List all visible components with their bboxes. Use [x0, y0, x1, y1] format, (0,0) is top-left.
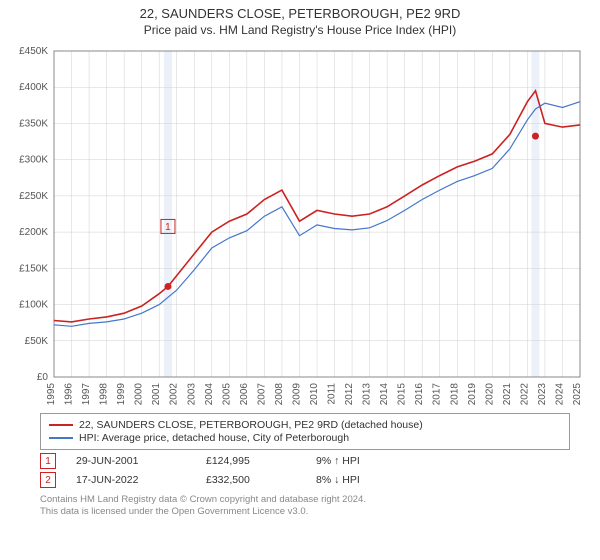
svg-text:2000: 2000 [134, 383, 145, 405]
svg-text:1998: 1998 [99, 383, 110, 405]
svg-text:2011: 2011 [327, 383, 338, 405]
transaction-date: 17-JUN-2022 [76, 474, 206, 486]
svg-text:£450K: £450K [19, 46, 48, 57]
svg-text:2010: 2010 [309, 383, 320, 405]
chart-container: 22, SAUNDERS CLOSE, PETERBOROUGH, PE2 9R… [0, 0, 600, 519]
transaction-delta: 9% ↑ HPI [316, 455, 360, 467]
svg-text:2003: 2003 [186, 383, 197, 405]
svg-text:£200K: £200K [19, 227, 48, 238]
svg-text:2008: 2008 [274, 383, 285, 405]
legend: 22, SAUNDERS CLOSE, PETERBOROUGH, PE2 9R… [40, 413, 570, 450]
svg-text:2012: 2012 [344, 383, 355, 405]
svg-text:2002: 2002 [169, 383, 180, 405]
title-block: 22, SAUNDERS CLOSE, PETERBOROUGH, PE2 9R… [0, 0, 600, 41]
line-chart: £0 £50K £100K £150K £200K £250K £300K £350K £400… [10, 45, 590, 405]
svg-text:2014: 2014 [379, 383, 390, 405]
svg-text:1996: 1996 [64, 383, 75, 405]
transaction-price: £124,995 [206, 455, 316, 467]
svg-text:1995: 1995 [46, 383, 57, 405]
svg-text:1999: 1999 [116, 383, 127, 405]
transaction-row: 1 29-JUN-2001 £124,995 9% ↑ HPI [40, 453, 570, 469]
transaction-date: 29-JUN-2001 [76, 455, 206, 467]
transaction-marker: 2 [40, 472, 56, 488]
svg-text:2013: 2013 [362, 383, 373, 405]
chart-area: £0 £50K £100K £150K £200K £250K £300K £350K £400… [10, 45, 590, 405]
svg-text:2021: 2021 [502, 383, 513, 405]
svg-text:£150K: £150K [19, 263, 48, 274]
svg-text:2007: 2007 [256, 383, 267, 405]
svg-text:2005: 2005 [221, 383, 232, 405]
legend-label: 22, SAUNDERS CLOSE, PETERBOROUGH, PE2 9R… [79, 419, 423, 431]
transaction-delta: 8% ↓ HPI [316, 474, 360, 486]
legend-swatch [49, 424, 73, 426]
transaction-row: 2 17-JUN-2022 £332,500 8% ↓ HPI [40, 472, 570, 488]
legend-label: HPI: Average price, detached house, City… [79, 432, 349, 444]
title-subtitle: Price paid vs. HM Land Registry's House … [0, 23, 600, 37]
transaction-marker: 1 [40, 453, 56, 469]
svg-text:£100K: £100K [19, 300, 48, 311]
svg-text:2018: 2018 [449, 383, 460, 405]
svg-text:£400K: £400K [19, 82, 48, 93]
svg-text:2025: 2025 [572, 383, 583, 405]
svg-text:2020: 2020 [484, 383, 495, 405]
svg-text:2017: 2017 [432, 383, 443, 405]
svg-text:2015: 2015 [397, 383, 408, 405]
svg-text:1997: 1997 [81, 383, 92, 405]
svg-text:£250K: £250K [19, 191, 48, 202]
svg-text:2004: 2004 [204, 383, 215, 405]
svg-text:2022: 2022 [519, 383, 530, 405]
svg-text:2024: 2024 [554, 383, 565, 405]
svg-text:2006: 2006 [239, 383, 250, 405]
title-address: 22, SAUNDERS CLOSE, PETERBOROUGH, PE2 9R… [0, 6, 600, 21]
svg-text:2009: 2009 [291, 383, 302, 405]
svg-text:£350K: £350K [19, 118, 48, 129]
svg-text:£0: £0 [37, 372, 49, 383]
transaction-price: £332,500 [206, 474, 316, 486]
svg-text:1: 1 [165, 222, 171, 233]
svg-text:£50K: £50K [25, 336, 49, 347]
legend-swatch [49, 437, 73, 439]
svg-text:2016: 2016 [414, 383, 425, 405]
legend-item: HPI: Average price, detached house, City… [49, 432, 561, 444]
svg-text:£300K: £300K [19, 155, 48, 166]
svg-text:2023: 2023 [537, 383, 548, 405]
footer-line: This data is licensed under the Open Gov… [40, 506, 570, 518]
footer: Contains HM Land Registry data © Crown c… [40, 494, 570, 519]
svg-text:2001: 2001 [151, 383, 162, 405]
footer-line: Contains HM Land Registry data © Crown c… [40, 494, 570, 506]
svg-text:2019: 2019 [467, 383, 478, 405]
legend-item: 22, SAUNDERS CLOSE, PETERBOROUGH, PE2 9R… [49, 419, 561, 431]
